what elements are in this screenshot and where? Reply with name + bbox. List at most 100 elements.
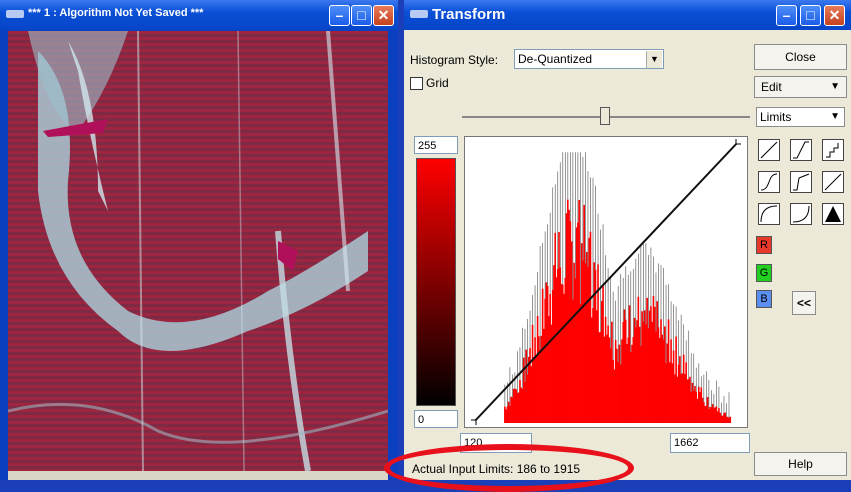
input-max-field[interactable]: 1662 [670,433,750,453]
histogram-bar [545,282,548,423]
histogram-bar [524,382,526,423]
histogram-bar [656,301,659,423]
sqrt-transform-tool-icon[interactable] [758,203,780,225]
histogram-bar [613,369,616,423]
output-max-field[interactable]: 255 [414,136,458,154]
highlight-annotation-ellipse [384,444,634,492]
histogram-bar [638,326,641,423]
histogram-bar [614,339,617,423]
close-window-button[interactable]: ✕ [824,5,845,26]
histogram-bar [724,412,727,423]
histogram-bar [709,406,711,423]
histogram-bar [708,408,710,423]
diagonal-transform-tool-icon[interactable] [822,171,844,193]
minimize-button[interactable]: – [329,5,350,26]
close-button[interactable]: Close [754,44,847,70]
s-curve-transform-tool-icon[interactable] [758,171,780,193]
blue-channel-button[interactable]: B [756,290,772,308]
grid-label: Grid [426,76,449,90]
histogram-bar [583,204,585,423]
limits-select[interactable]: Limits ▼ [756,107,845,127]
output-min-field[interactable]: 0 [414,410,458,428]
histogram-equalize-tool-icon[interactable] [822,203,844,225]
grid-checkbox[interactable] [410,77,423,90]
histogram-bar [670,339,672,423]
help-button[interactable]: Help [754,452,847,476]
histogram-bar [658,337,661,423]
histogram-bar [637,296,640,423]
histogram-bar [511,397,514,423]
collapse-button[interactable]: << [792,291,816,315]
histogram-bar [587,266,589,423]
histogram-plot[interactable] [471,139,741,425]
histogram-bar [504,406,506,423]
histogram-bar [592,308,594,423]
histogram-bar [611,321,613,423]
histogram-bar [716,411,719,423]
histogram-bar [546,285,549,423]
histogram-bar [536,315,539,423]
transform-window: Transform – □ ✕ Histogram Style: De-Quan… [384,0,851,492]
transform-end-handle[interactable] [735,139,741,145]
histogram-bar [602,284,604,423]
image-window: *** 1 : Algorithm Not Yet Saved *** – □ … [0,0,398,480]
linear-transform-tool-icon[interactable] [758,139,780,161]
histogram-chart[interactable] [464,136,748,428]
histogram-bar [710,407,713,423]
maximize-button[interactable]: □ [800,5,821,26]
clip-transform-tool-icon[interactable] [790,139,812,161]
transform-line[interactable] [472,140,740,424]
histogram-bar [681,373,684,423]
histogram-bar [721,415,724,423]
histogram-bar [590,317,593,423]
red-channel-button[interactable]: R [756,236,772,254]
satellite-image[interactable] [8,31,388,471]
histogram-bar [515,389,517,423]
histogram-bar [643,310,646,423]
exp-transform-tool-icon[interactable] [790,203,812,225]
histogram-bar [544,298,546,423]
close-window-button[interactable]: ✕ [373,5,394,26]
histogram-bar [706,397,709,423]
histogram-bar [533,356,535,423]
histogram-bar [568,209,570,423]
histogram-bar [685,362,687,423]
histogram-bar [563,293,565,423]
histogram-bar [564,277,567,423]
maximize-button[interactable]: □ [351,5,372,26]
histogram-bar [715,406,718,423]
transform-start-handle[interactable] [471,419,477,425]
histogram-bar [608,337,611,423]
histogram-bar [589,231,592,423]
step-transform-tool-icon[interactable] [822,139,844,161]
histogram-bar [593,262,596,423]
histogram-bar [601,300,603,423]
histogram-bar [663,326,666,423]
histogram-style-label: Histogram Style: [410,53,499,67]
slider-thumb[interactable] [600,107,610,125]
edit-menu-button[interactable]: Edit ▼ [754,76,847,98]
minimize-button[interactable]: – [776,5,797,26]
histogram-bar [689,376,691,423]
histogram-bar [617,361,619,423]
histogram-bar [565,213,568,423]
histogram-bar [700,387,703,423]
histogram-bar [677,364,680,423]
histogram-style-select[interactable]: De-Quantized ▼ [514,49,664,69]
log-transform-tool-icon[interactable] [790,171,812,193]
image-horizontal-scrollbar[interactable] [8,471,388,480]
histogram-bar [595,310,598,423]
histogram-bar [623,309,626,423]
limits-label: Limits [760,110,792,124]
histogram-bar [507,401,510,423]
histogram-bar [588,237,591,423]
green-channel-button[interactable]: G [756,264,772,282]
histogram-bar [575,227,578,423]
histogram-bar [631,344,633,423]
histogram-bar [585,252,588,423]
histogram-bar [570,241,573,423]
histogram-bar [671,363,674,423]
histogram-bar [519,379,521,423]
histogram-bar [548,316,550,423]
histogram-bar [603,336,606,423]
